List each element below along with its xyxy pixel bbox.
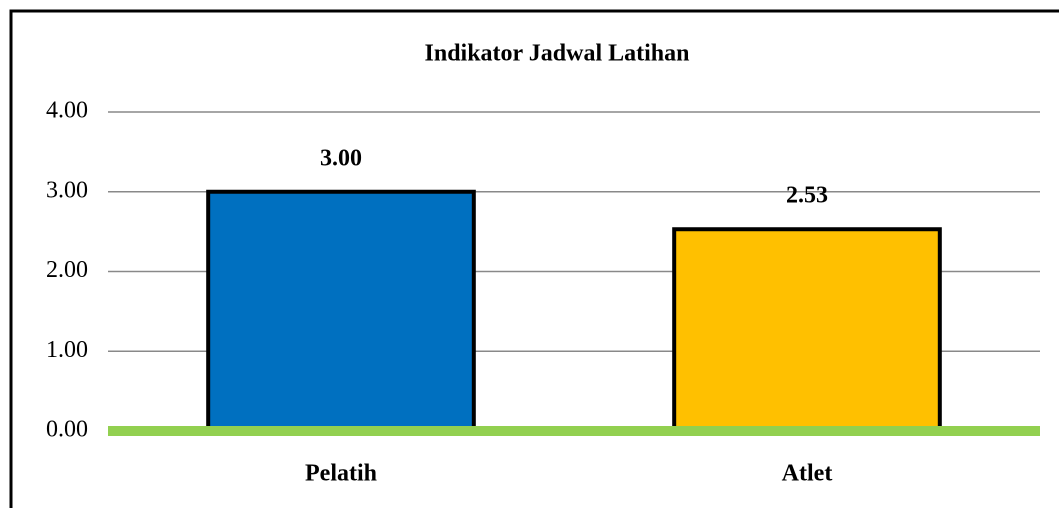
y-tick-label: 0.00 bbox=[46, 417, 88, 443]
y-tick-label: 4.00 bbox=[46, 98, 88, 124]
x-tick-label: Pelatih bbox=[305, 461, 377, 487]
bar bbox=[206, 189, 476, 433]
data-label: 2.53 bbox=[786, 183, 828, 209]
chart-title: Indikator Jadwal Latihan bbox=[425, 41, 690, 67]
y-tick-label: 2.00 bbox=[46, 257, 88, 283]
data-label: 3.00 bbox=[320, 145, 362, 171]
x-tick-label: Atlet bbox=[782, 461, 833, 487]
y-tick-label: 3.00 bbox=[46, 177, 88, 203]
y-tick-label: 1.00 bbox=[46, 337, 88, 363]
bar bbox=[672, 227, 942, 433]
